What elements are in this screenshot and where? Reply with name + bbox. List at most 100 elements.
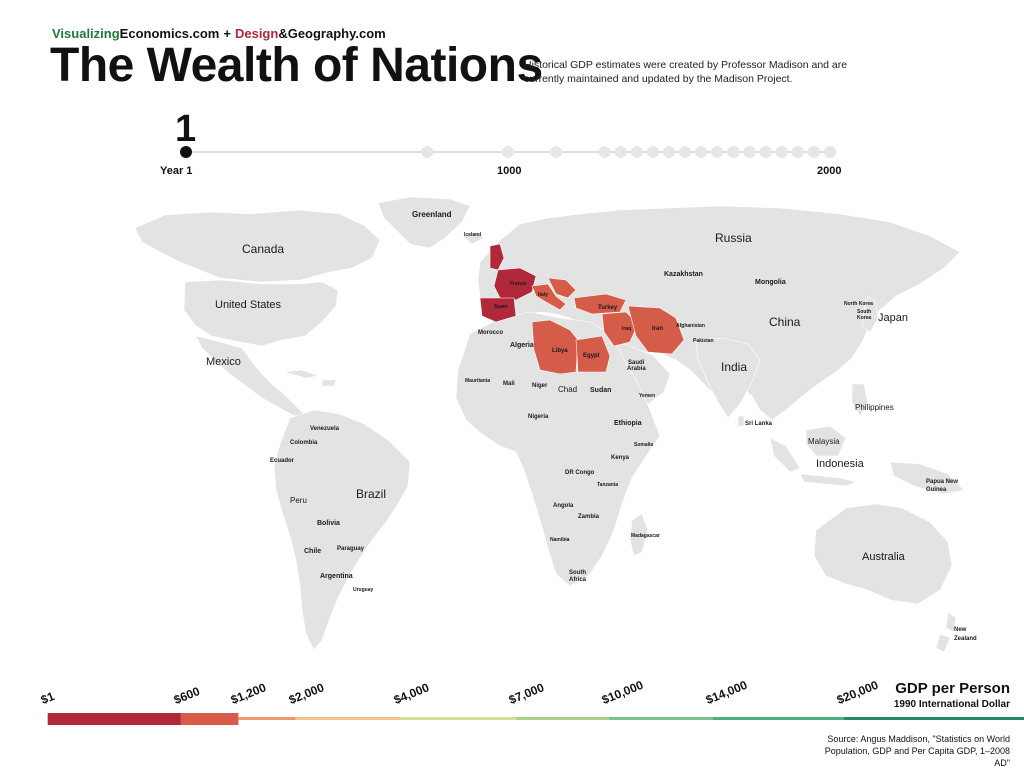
label-papua: Papua New xyxy=(926,479,958,485)
timeline-marker-1800[interactable] xyxy=(759,146,772,158)
label-dr-congo: DR Congo xyxy=(565,470,595,476)
timeline-start-label: Year 1 xyxy=(160,165,193,177)
legend-tick-8: $20,000 xyxy=(834,677,881,707)
label-colombia: Colombia xyxy=(290,440,318,446)
timeline-marker-1350[interactable] xyxy=(614,146,627,158)
legend-segment-5 xyxy=(516,717,609,720)
label-mauritania: Mauritania xyxy=(465,378,490,384)
label-libya: Libya xyxy=(552,348,568,354)
legend-tick-7: $14,000 xyxy=(703,677,750,707)
label-indonesia: Indonesia xyxy=(816,458,865,470)
region-balkans xyxy=(547,277,577,299)
timeline-marker-1400[interactable] xyxy=(630,146,643,158)
label-yemen: Yemen xyxy=(639,393,655,399)
legend-tick-5: $7,000 xyxy=(507,680,547,707)
label-mali: Mali xyxy=(503,381,515,387)
label-ecuador: Ecuador xyxy=(270,458,295,464)
land-australia xyxy=(813,503,953,605)
timeline-marker-1900[interactable] xyxy=(791,146,804,158)
world-map: Greenland Iceland Canada United States M… xyxy=(134,196,977,653)
land-south-america xyxy=(273,409,411,651)
label-somalia: Somalia xyxy=(634,442,653,448)
timeline-marker-1300[interactable] xyxy=(598,146,611,158)
brand-geography: &Geography.com xyxy=(278,26,386,41)
label-italy: Italy xyxy=(538,292,548,298)
label-sri-lanka: Sri Lanka xyxy=(745,421,773,427)
timeline-marker-1650[interactable] xyxy=(711,146,724,158)
land-sri-lanka xyxy=(737,415,745,427)
timeline-marker-1500[interactable] xyxy=(662,146,675,158)
timeline-marker-750[interactable] xyxy=(421,146,434,158)
timeline-handle[interactable] xyxy=(180,146,192,158)
label-kazakhstan: Kazakhstan xyxy=(664,271,703,278)
label-papua2: Guinea xyxy=(926,487,947,493)
timeline-end-label: 2000 xyxy=(817,165,842,177)
timeline-marker-1600[interactable] xyxy=(695,146,708,158)
land-greenland xyxy=(377,196,471,249)
label-peru: Peru xyxy=(290,496,307,505)
label-ethiopia: Ethiopia xyxy=(614,420,642,427)
timeline-marker-1750[interactable] xyxy=(743,146,756,158)
land-africa xyxy=(455,311,661,587)
label-canada: Canada xyxy=(242,242,284,256)
region-levant-iraq xyxy=(601,311,639,347)
land-canada xyxy=(134,209,381,283)
label-china: China xyxy=(769,315,801,329)
region-western-europe xyxy=(493,267,537,301)
label-iraq: Iraq xyxy=(622,326,631,332)
region-iran xyxy=(627,305,685,355)
source-note: Source: Angus Maddison, "Statistics on W… xyxy=(810,733,1010,769)
land-sumatra xyxy=(769,437,801,473)
label-iran: Iran xyxy=(652,326,663,332)
label-turkey: Turkey xyxy=(598,305,618,311)
country-labels: Greenland Iceland Canada United States M… xyxy=(206,210,977,642)
timeline-marker-1550[interactable] xyxy=(679,146,691,158)
label-brazil: Brazil xyxy=(356,487,386,501)
legend-tick-4: $4,000 xyxy=(391,680,431,707)
land xyxy=(134,196,965,653)
label-madagascar: Madagascar xyxy=(631,533,660,539)
land-philippines xyxy=(851,383,869,417)
label-tanzania: Tanzania xyxy=(597,482,618,488)
label-algeria: Algeria xyxy=(510,342,534,349)
timeline-marker-1150[interactable] xyxy=(550,146,563,158)
label-russia: Russia xyxy=(715,231,752,245)
land-cuba xyxy=(283,369,320,379)
brand-plus: + xyxy=(223,26,231,41)
label-chad: Chad xyxy=(558,385,577,394)
legend-title: GDP per Person xyxy=(895,680,1010,697)
legend-segment-2 xyxy=(238,717,296,720)
region-egypt xyxy=(575,335,611,373)
timeline-marker-1850[interactable] xyxy=(775,146,788,158)
label-paraguay: Paraguay xyxy=(337,546,365,552)
legend-tick-1: $600 xyxy=(171,684,202,707)
legend-tick-2: $1,200 xyxy=(229,680,269,707)
timeline-marker-1950[interactable] xyxy=(807,146,820,158)
legend-segment-0 xyxy=(47,713,181,725)
land-borneo xyxy=(805,425,847,457)
label-egypt: Egypt xyxy=(583,353,600,359)
label-saudi: Saudi xyxy=(628,360,645,366)
timeline-marker-1000[interactable] xyxy=(501,146,514,158)
brand-design: Design xyxy=(234,26,279,41)
region-italy-greece xyxy=(531,283,567,311)
legend-tick-6: $10,000 xyxy=(599,677,646,707)
land-eurasia xyxy=(477,205,961,421)
timeline-slider[interactable] xyxy=(0,138,1024,168)
label-bolivia: Bolivia xyxy=(317,520,340,527)
land-india xyxy=(695,337,761,419)
land-papua xyxy=(889,461,965,495)
region-turkey xyxy=(573,293,627,315)
timeline-marker-2000[interactable] xyxy=(824,146,836,158)
legend-subtitle: 1990 International Dollar xyxy=(893,699,1010,710)
legend-tick-0: $1 xyxy=(38,689,57,707)
land-hispaniola xyxy=(321,379,337,387)
label-malaysia: Malaysia xyxy=(808,437,840,446)
brand-visualizing: Visualizing xyxy=(52,26,120,41)
brand-economics: Economics.com xyxy=(119,26,220,41)
timeline-marker-1450[interactable] xyxy=(646,146,659,158)
label-new-zealand: New xyxy=(954,627,967,633)
legend-segment-6 xyxy=(609,717,713,720)
timeline-marker-1700[interactable] xyxy=(727,146,740,158)
label-pakistan: Pakistan xyxy=(693,338,714,344)
